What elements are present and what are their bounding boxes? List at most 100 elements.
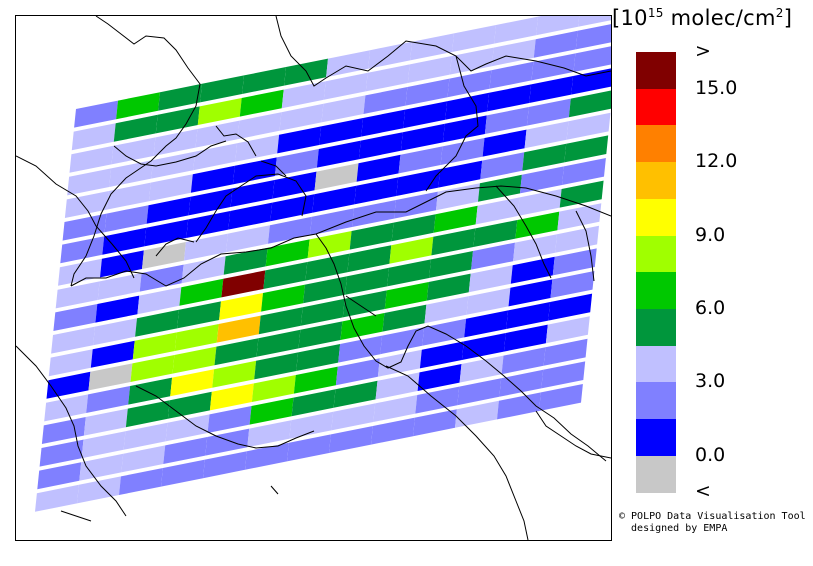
swath-pixel (219, 293, 263, 320)
swath-pixel (398, 146, 443, 174)
swath-pixel (226, 225, 270, 253)
swath-pixel (501, 347, 546, 375)
swath-pixel (223, 247, 268, 275)
swath-pixel (499, 369, 544, 397)
swath-pixel (321, 95, 366, 123)
swath-pixel (203, 451, 247, 479)
swath-pixel (447, 70, 492, 98)
swath-pixel (58, 258, 102, 286)
swath-pixel (543, 338, 588, 366)
swath-pixel (305, 253, 350, 281)
swath-pixel (517, 189, 562, 216)
swath-pixel (520, 166, 564, 194)
swath-pixel (487, 84, 532, 112)
swath-pixel (81, 431, 126, 459)
swath-pixel (363, 87, 408, 114)
legend-swatch (636, 419, 676, 457)
swath-pixel (312, 185, 357, 213)
swath-pixel (254, 352, 299, 380)
swath-pixel (340, 313, 385, 340)
swath-pixel (342, 290, 387, 318)
swath-pixel (375, 372, 420, 400)
swath-pixel (181, 256, 226, 284)
swath-pixel (106, 182, 151, 210)
swath-pixel (433, 205, 478, 233)
swath-pixel (475, 197, 520, 225)
swath-pixel (419, 341, 464, 369)
swath-pixel (251, 375, 296, 402)
swath-pixel (338, 335, 383, 363)
swath-pixel (533, 30, 578, 58)
swath-pixel (289, 411, 334, 439)
swath-pixel (403, 101, 448, 129)
legend-swatch (636, 125, 676, 163)
legend-swatch (636, 272, 676, 310)
map-canvas (16, 16, 611, 540)
swath-pixel (216, 315, 261, 343)
swath-pixel (296, 344, 341, 371)
swath-pixel (417, 364, 462, 391)
swath-pixel (335, 358, 380, 386)
swath-pixel (497, 392, 541, 420)
swath-pixel (48, 349, 93, 377)
swath-pixel (265, 239, 310, 267)
swath-pixel (373, 395, 418, 422)
swath-pixel (319, 118, 364, 145)
swath-pixel (349, 222, 394, 250)
swath-pixel (142, 242, 186, 269)
swath-pixel (329, 426, 373, 453)
swath-pixel (545, 316, 590, 344)
swath-pixel (221, 270, 266, 298)
swath-pixel (172, 346, 217, 374)
legend-swatch (636, 455, 676, 493)
swath-pixel (410, 33, 454, 61)
swath-pixel (125, 400, 170, 428)
swath-pixel (522, 143, 567, 171)
swath-pixel (235, 134, 280, 162)
swath-pixel (407, 56, 452, 83)
swath-pixel (541, 361, 586, 389)
swath-pixel (205, 428, 250, 456)
swath-pixel (573, 46, 611, 72)
legend-title-unit: molec/cm (663, 6, 776, 30)
swath-pixel (121, 445, 166, 473)
swath-pixel (247, 420, 292, 448)
legend-label: 9.0 (695, 223, 726, 246)
swath-pixel (365, 64, 410, 92)
legend-label: 12.0 (695, 150, 738, 173)
swath-pixel (97, 273, 142, 300)
swath-pixel (287, 434, 331, 462)
legend-label: 0.0 (695, 443, 726, 466)
swath-pixel (151, 151, 196, 179)
swath-pixel (436, 183, 480, 211)
swath-pixel (123, 422, 168, 450)
swath-pixel (37, 462, 82, 490)
swath-pixel (242, 67, 286, 94)
swath-pixel (503, 324, 548, 352)
swath-pixel (457, 378, 502, 406)
legend-label: < (695, 480, 711, 503)
legend-swatch (636, 162, 676, 200)
swath-pixel (279, 103, 324, 131)
swath-pixel (531, 53, 576, 81)
swath-pixel (361, 109, 406, 137)
swath-pixel (245, 442, 289, 470)
swath-pixel (552, 248, 597, 276)
credit-text: © POLPO Data Visualisation Tool designed… (619, 511, 806, 534)
swath-pixel (429, 251, 473, 278)
swath-pixel (384, 282, 429, 309)
legend-title-exponent: 15 (647, 6, 664, 20)
swath-pixel (455, 400, 499, 428)
country-borders (16, 16, 611, 540)
swath-pixel (575, 24, 611, 50)
swath-pixel (377, 349, 422, 377)
swath-pixel (88, 363, 133, 391)
swath-pixel (79, 453, 124, 481)
swath-pixel (464, 310, 509, 338)
swath-pixel (184, 233, 228, 261)
swath-pixel (566, 112, 611, 140)
legend-swatch (636, 382, 676, 420)
swath-pixel (281, 81, 326, 109)
swath-pixel (249, 397, 294, 425)
legend-title-unit-exponent: 2 (775, 6, 784, 20)
